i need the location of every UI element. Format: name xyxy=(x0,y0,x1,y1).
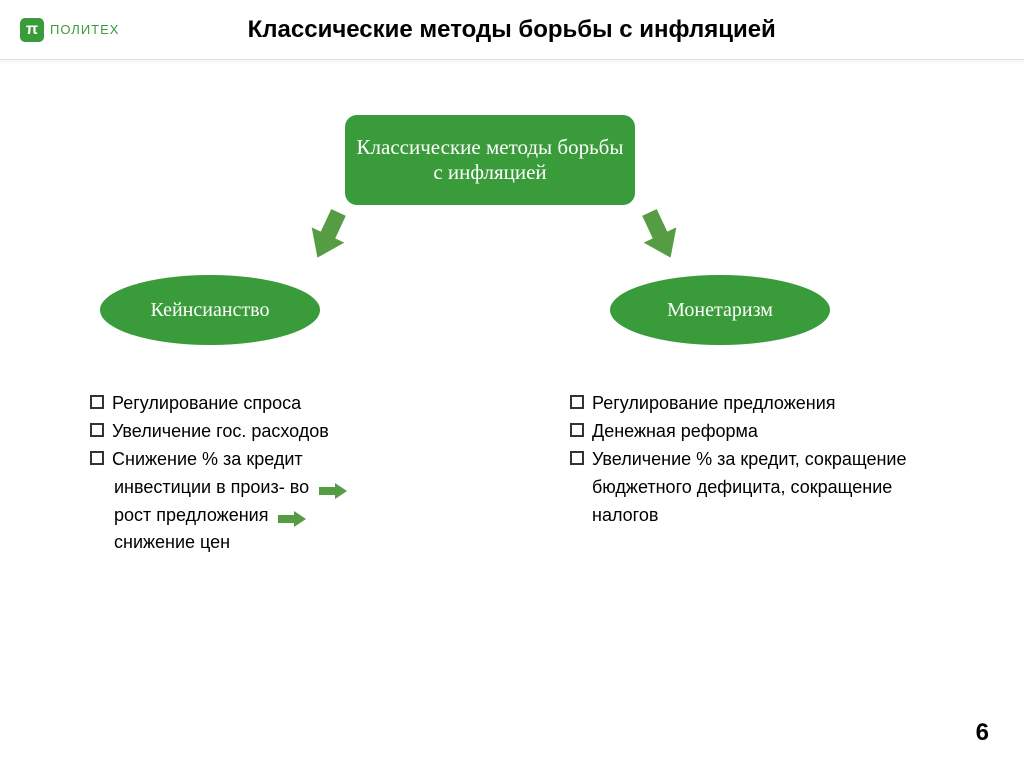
list-item: Увеличение гос. расходов xyxy=(90,418,410,446)
slide-header: π ПОЛИТЕХ Классические методы борьбы с и… xyxy=(0,0,1024,60)
ellipse-keynesian: Кейнсианство xyxy=(100,275,320,345)
slide-title: Классические методы борьбы с инфляцией xyxy=(19,16,1004,44)
bullet-icon xyxy=(570,423,584,437)
chain-line: рост предложения xyxy=(114,502,410,530)
bullet-icon xyxy=(90,395,104,409)
chain-line: инвестиции в произ- во xyxy=(114,474,410,502)
left-list: Регулирование спроса Увеличение гос. рас… xyxy=(90,390,410,557)
page-number: 6 xyxy=(976,719,989,747)
item-text: Регулирование спроса xyxy=(112,390,301,418)
ellipse-monetarism: Монетаризм xyxy=(610,275,830,345)
item-text: Регулирование предложения xyxy=(592,390,836,418)
chain-text: снижение цен xyxy=(114,529,230,557)
item-text: Увеличение % за кредит, сокращение бюдже… xyxy=(592,446,930,530)
slide-content: Классические методы борьбы с инфляцией К… xyxy=(0,60,1024,767)
root-node: Классические методы борьбы с инфляцией xyxy=(345,115,635,205)
bullet-icon xyxy=(90,451,104,465)
chain-line: снижение цен xyxy=(114,529,410,557)
bullet-icon xyxy=(90,423,104,437)
list-item: Снижение % за кредит xyxy=(90,446,410,474)
item-text: Увеличение гос. расходов xyxy=(112,418,329,446)
list-item: Регулирование предложения xyxy=(570,390,930,418)
chain-text: рост предложения xyxy=(114,502,268,530)
chain-arrow-icon xyxy=(319,480,347,496)
list-item: Денежная реформа xyxy=(570,418,930,446)
item-text: Снижение % за кредит xyxy=(112,446,303,474)
arrow-to-left-icon xyxy=(299,204,356,266)
bullet-icon xyxy=(570,395,584,409)
list-item: Увеличение % за кредит, сокращение бюдже… xyxy=(570,446,930,530)
chain-text: инвестиции в произ- во xyxy=(114,474,309,502)
item-text: Денежная реформа xyxy=(592,418,758,446)
list-item: Регулирование спроса xyxy=(90,390,410,418)
arrow-to-right-icon xyxy=(631,204,688,266)
chain-arrow-icon xyxy=(278,508,306,524)
bullet-icon xyxy=(570,451,584,465)
right-list: Регулирование предложения Денежная рефор… xyxy=(570,390,930,529)
